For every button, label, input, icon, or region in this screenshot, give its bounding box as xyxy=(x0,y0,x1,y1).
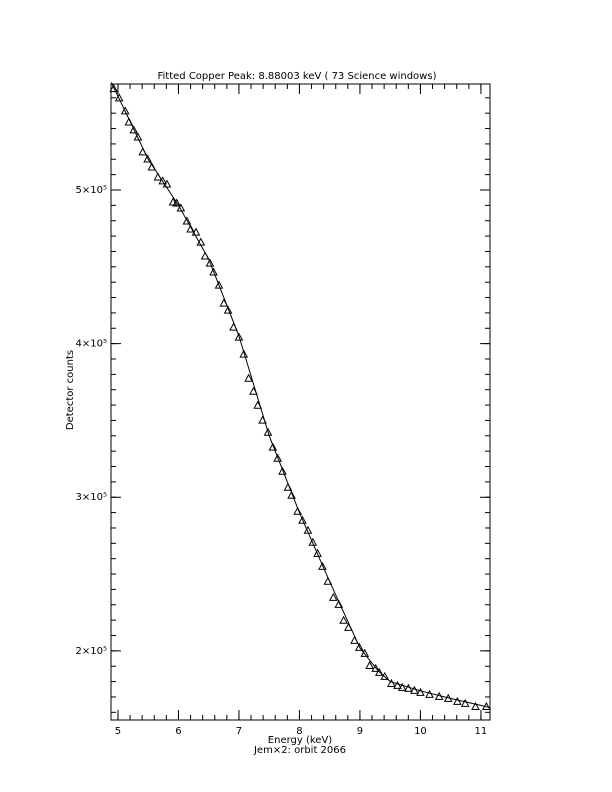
data-point xyxy=(471,701,480,710)
plot-frame xyxy=(110,83,491,721)
x-tick-label: 6 xyxy=(175,726,181,737)
data-point xyxy=(205,258,215,267)
data-point xyxy=(172,198,181,207)
data-point xyxy=(186,224,195,233)
data-point xyxy=(371,663,381,672)
data-point xyxy=(191,227,201,236)
data-point xyxy=(209,267,218,276)
x-tick-label: 10 xyxy=(414,726,427,737)
y-tick-label: 5×10⁵ xyxy=(76,185,107,196)
data-point xyxy=(287,490,296,499)
x-tick-label: 9 xyxy=(357,726,363,737)
data-point xyxy=(410,685,419,694)
data-point xyxy=(133,132,143,141)
data-point xyxy=(273,453,283,462)
data-point xyxy=(120,106,130,115)
x-tick-label: 11 xyxy=(475,726,488,737)
data-point xyxy=(425,689,434,698)
fit-line xyxy=(110,82,491,709)
data-point xyxy=(129,125,139,134)
data-point xyxy=(339,615,348,624)
data-point xyxy=(263,427,273,436)
data-point xyxy=(354,642,364,651)
data-point xyxy=(416,687,425,696)
data-point xyxy=(380,671,390,680)
subtitle: Jem×2: orbit 2066 xyxy=(253,745,346,756)
data-point xyxy=(318,561,327,570)
data-point xyxy=(223,305,233,314)
data-point xyxy=(158,176,168,185)
data-point xyxy=(365,660,374,669)
data-point xyxy=(313,548,322,557)
data-point xyxy=(328,592,338,601)
data-point xyxy=(360,648,370,657)
data-point xyxy=(143,154,152,163)
data-point xyxy=(308,537,318,546)
data-point xyxy=(387,678,396,687)
data-point xyxy=(182,216,192,225)
data-point xyxy=(278,466,287,475)
x-tick-label: 5 xyxy=(115,726,121,737)
x-tick-label: 8 xyxy=(296,726,302,737)
data-point xyxy=(268,442,278,451)
y-tick-label: 3×10⁵ xyxy=(76,492,107,503)
y-tick-label: 2×10⁵ xyxy=(76,646,107,657)
data-point xyxy=(244,373,253,382)
data-point xyxy=(109,84,119,93)
data-point xyxy=(303,525,313,534)
data-point xyxy=(114,93,124,102)
data-point xyxy=(452,696,462,705)
data-point xyxy=(393,680,402,689)
data-point xyxy=(334,599,344,608)
data-point xyxy=(293,506,302,515)
data-point xyxy=(239,349,249,358)
data-point xyxy=(168,197,178,206)
x-axis-label: Energy (keV) xyxy=(268,735,333,746)
data-point xyxy=(460,698,470,707)
chart-title: Fitted Copper Peak: 8.88003 keV ( 73 Sci… xyxy=(158,71,437,82)
y-tick-label: 4×10⁵ xyxy=(76,339,107,350)
data-point xyxy=(234,332,244,341)
x-tick-label: 7 xyxy=(236,726,242,737)
data-point xyxy=(298,515,307,524)
data-point xyxy=(374,667,384,676)
y-axis-label: Detector counts xyxy=(65,350,76,430)
data-point xyxy=(214,280,224,289)
data-point xyxy=(397,682,407,691)
data-point xyxy=(176,203,186,212)
